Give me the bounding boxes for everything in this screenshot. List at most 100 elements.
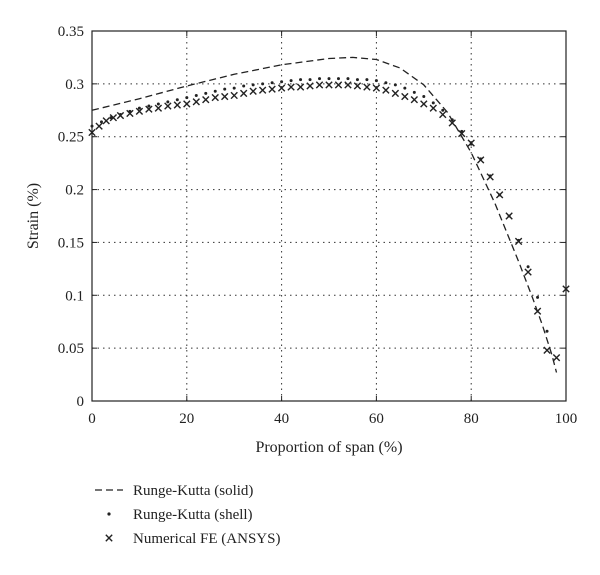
data-point-fe (202, 96, 210, 104)
data-point-fe-stroke-b (296, 83, 305, 91)
data-point-shell (422, 95, 426, 99)
data-point-shell (156, 102, 160, 106)
data-point-fe (325, 81, 333, 89)
data-point-fe-stroke-b (135, 107, 144, 116)
data-point-shell (204, 91, 208, 95)
data-point-fe-stroke-b (102, 117, 110, 125)
data-point-fe (277, 84, 286, 92)
data-point-fe-stroke-b (382, 86, 390, 94)
data-point-fe (372, 84, 381, 92)
data-point-fe (448, 119, 456, 127)
data-point-fe-stroke-b (315, 81, 324, 89)
data-point-fe (135, 107, 144, 116)
y-axis-label: Strain (%) (25, 183, 42, 249)
data-point-fe-stroke-b (543, 346, 551, 354)
data-point-fe-stroke-b (211, 93, 219, 102)
legend-label: Runge-Kutta (shell) (133, 507, 253, 523)
plot-frame (91, 30, 567, 402)
series-2 (88, 81, 570, 362)
data-point-fe-stroke-b (325, 81, 333, 89)
data-point-fe-stroke-b (306, 82, 314, 90)
data-point-fe (486, 173, 494, 181)
data-point-shell (441, 108, 445, 112)
data-point-fe (116, 111, 125, 120)
data-point-fe-stroke-b (458, 129, 466, 138)
legend-item: Runge-Kutta (shell) (107, 507, 253, 523)
data-point-fe (126, 109, 134, 118)
data-point-fe-stroke-b (533, 307, 542, 315)
data-point-shell (185, 96, 189, 100)
data-point-fe-stroke-b (410, 96, 419, 104)
x-tick-label: 60 (369, 411, 384, 427)
data-point-fe (268, 85, 276, 93)
series-0 (91, 56, 558, 373)
y-tick-label: 0.35 (58, 24, 84, 40)
data-point-fe-stroke-b (249, 87, 257, 95)
data-point-shell (365, 78, 369, 82)
legend-item: Numerical FE (ANSYS) (105, 531, 280, 547)
data-point-fe (154, 104, 163, 112)
data-point-fe (192, 98, 200, 106)
data-point-fe (495, 191, 504, 199)
data-point-fe (429, 104, 437, 112)
data-point-fe (258, 86, 267, 94)
data-point-shell (251, 83, 255, 87)
y-tick-label: 0.25 (58, 130, 84, 146)
data-point-fe-stroke-b (552, 353, 561, 362)
data-point-shell (384, 81, 388, 85)
legend-label: Numerical FE (ANSYS) (133, 531, 280, 547)
data-point-fe (344, 81, 352, 89)
data-point-fe (353, 82, 362, 90)
x-tick-label: 40 (274, 411, 289, 427)
data-point-fe-stroke-b (88, 128, 96, 137)
y-tick-label: 0.2 (65, 183, 84, 199)
data-point-shell (137, 106, 141, 110)
data-point-fe (410, 96, 419, 104)
data-point-fe-stroke-b (202, 96, 210, 104)
data-point-fe-stroke-b (429, 104, 437, 112)
x-tick-label: 100 (555, 411, 578, 427)
x-axis-label: Proportion of span (%) (255, 439, 402, 456)
data-point-fe-stroke-b (514, 237, 523, 246)
data-point-shell (308, 78, 312, 82)
data-point-fe-stroke-b (239, 89, 248, 98)
data-point-fe (102, 117, 110, 125)
y-tick-label: 0.1 (65, 288, 84, 304)
data-point-fe-stroke-b (268, 85, 276, 93)
data-point-fe-stroke-b (476, 156, 485, 164)
data-point-fe (458, 129, 466, 138)
data-point-fe-stroke-b (287, 83, 295, 91)
y-tick-label: 0.3 (65, 77, 84, 93)
data-point-fe-stroke-b (505, 212, 513, 220)
data-point-fe-stroke-b (334, 81, 343, 89)
y-tick-label: 0.05 (58, 341, 84, 357)
data-point-shell (318, 77, 322, 81)
data-point-fe-stroke-b (467, 139, 475, 147)
data-point-fe (95, 122, 103, 130)
y-tick-label: 0 (77, 394, 85, 410)
data-point-fe (524, 268, 532, 276)
data-point-shell (526, 265, 530, 269)
data-point-fe (315, 81, 324, 89)
data-point-shell (232, 86, 236, 90)
data-point-shell (327, 77, 331, 81)
data-point-shell (175, 98, 179, 102)
data-point-shell (545, 329, 549, 333)
data-point-shell (536, 295, 540, 299)
grid (92, 31, 566, 401)
series-1 (90, 77, 549, 333)
data-point-fe-stroke-b (221, 92, 229, 101)
data-point-fe (514, 237, 523, 246)
data-point-fe-stroke-b (562, 285, 570, 293)
data-point-shell (431, 101, 435, 105)
data-point-fe-stroke-b (154, 104, 163, 112)
legend-swatch-x-stroke-b (105, 534, 113, 542)
data-point-fe (401, 92, 409, 101)
legend-label: Runge-Kutta (solid) (133, 483, 253, 499)
data-point-fe (296, 83, 305, 91)
data-point-shell (280, 80, 284, 84)
series-layer (88, 56, 570, 373)
data-point-shell (412, 90, 416, 94)
data-point-shell (374, 79, 378, 83)
data-point-fe-stroke-b (258, 86, 267, 94)
